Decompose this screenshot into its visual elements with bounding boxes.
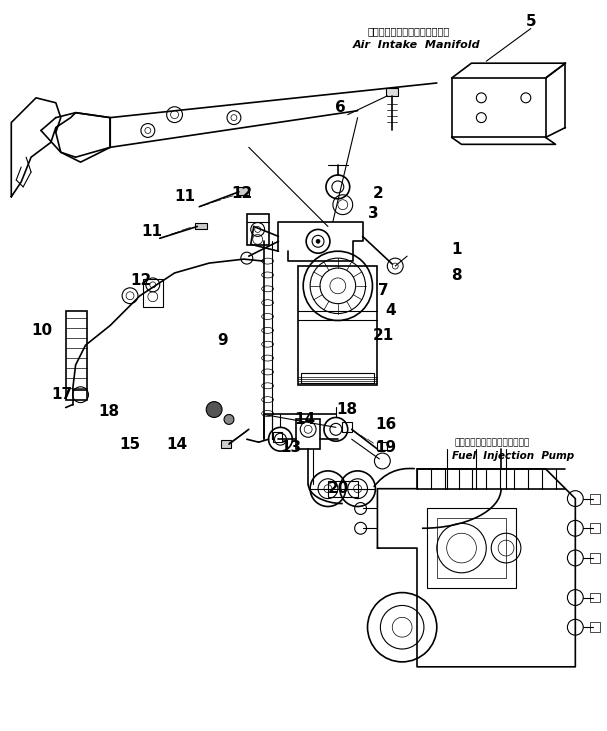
Text: 6: 6 (335, 100, 346, 115)
Text: Fuel  Injection  Pump: Fuel Injection Pump (452, 451, 574, 461)
Text: 4: 4 (385, 303, 396, 318)
Text: 2: 2 (373, 186, 383, 201)
Text: 8: 8 (450, 268, 461, 284)
Text: 18: 18 (98, 404, 120, 419)
Bar (590, 493, 600, 504)
Text: 19: 19 (376, 439, 396, 455)
Bar (590, 553, 600, 563)
Text: 10: 10 (31, 323, 52, 338)
Bar (237, 187, 249, 194)
Text: 11: 11 (141, 224, 162, 239)
Bar (301, 373, 375, 383)
Text: 13: 13 (280, 439, 302, 455)
Text: 17: 17 (51, 387, 72, 402)
Bar (590, 593, 600, 602)
Bar (296, 420, 320, 449)
Bar (378, 442, 387, 450)
Text: 21: 21 (373, 327, 394, 343)
Bar (590, 622, 600, 632)
Circle shape (224, 414, 234, 425)
Bar (247, 213, 268, 246)
Text: 1: 1 (452, 242, 462, 257)
Bar (195, 222, 207, 230)
Text: Air  Intake  Manifold: Air Intake Manifold (353, 40, 480, 50)
Bar (386, 88, 398, 96)
Bar (590, 523, 600, 533)
Circle shape (316, 239, 320, 243)
Bar (328, 481, 358, 496)
Text: 14: 14 (167, 436, 188, 452)
Bar (273, 432, 282, 442)
Bar (427, 509, 516, 588)
Text: 3: 3 (367, 206, 378, 221)
Text: 7: 7 (378, 284, 389, 298)
Bar (221, 440, 231, 448)
Text: エアーインテークマニホールド: エアーインテークマニホールド (367, 26, 450, 37)
Bar (298, 266, 378, 385)
Text: 20: 20 (328, 481, 349, 496)
Bar (66, 311, 87, 400)
Text: 18: 18 (336, 402, 357, 417)
Text: 9: 9 (217, 333, 228, 348)
Text: 16: 16 (376, 417, 397, 432)
Text: 14: 14 (294, 412, 316, 427)
Bar (143, 279, 163, 306)
Text: 11: 11 (175, 189, 195, 204)
Bar (342, 423, 351, 432)
Text: 12: 12 (130, 273, 151, 289)
Circle shape (206, 401, 222, 417)
Text: 5: 5 (526, 14, 537, 29)
Text: 12: 12 (231, 186, 253, 201)
Text: フェルインジェクションポンプ: フェルインジェクションポンプ (455, 439, 530, 447)
Text: 15: 15 (119, 436, 140, 452)
Bar (437, 518, 506, 577)
